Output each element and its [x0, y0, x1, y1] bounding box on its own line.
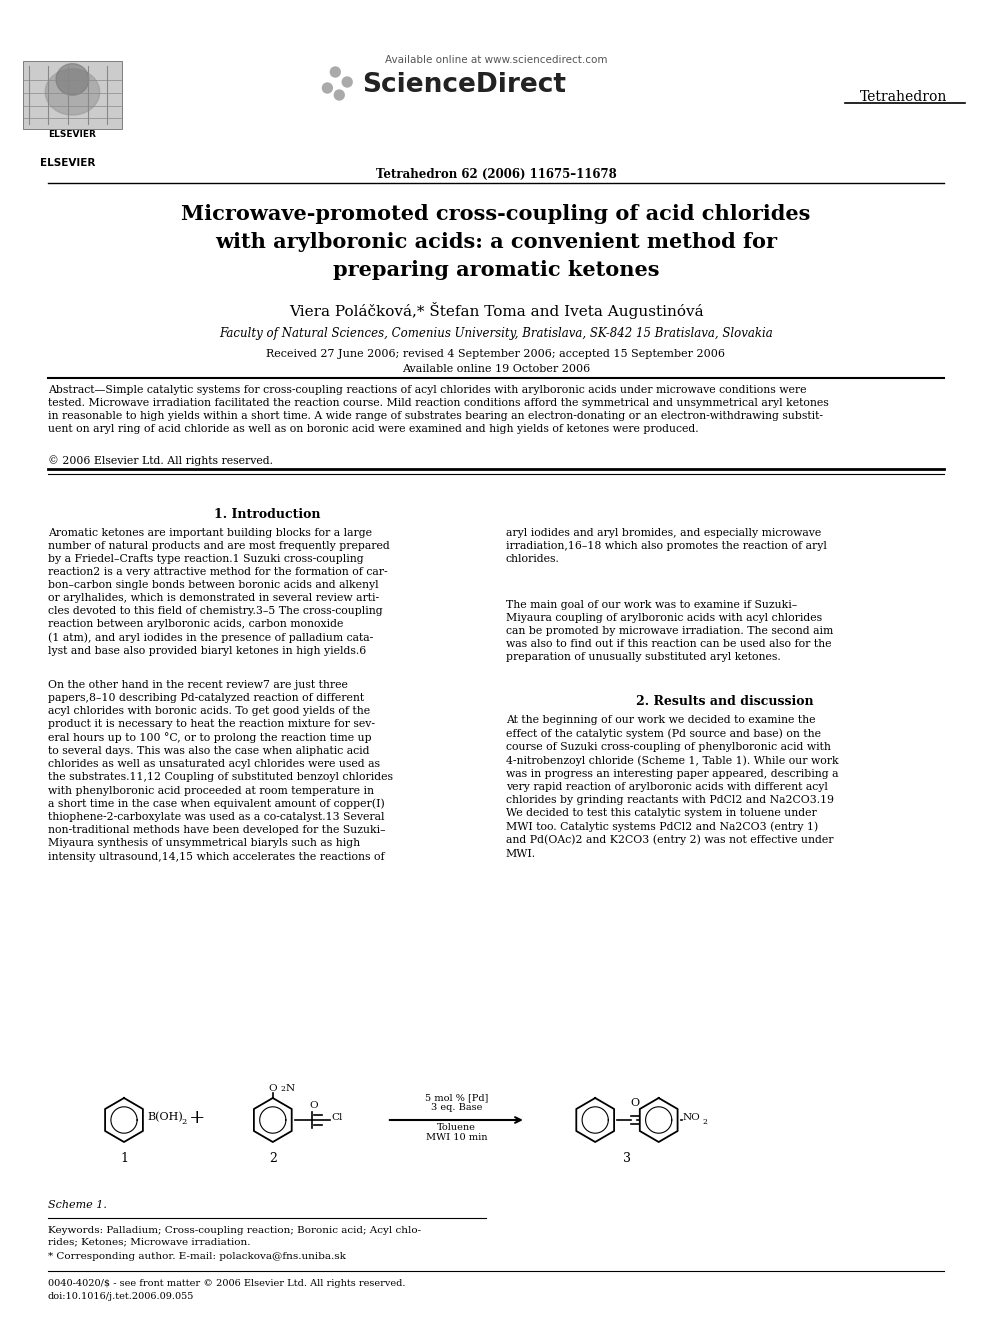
Text: Available online at www.sciencedirect.com: Available online at www.sciencedirect.co…	[385, 56, 607, 65]
Text: 2. Results and discussion: 2. Results and discussion	[636, 695, 814, 708]
Circle shape	[342, 77, 352, 87]
Text: 5 mol % [Pd]: 5 mol % [Pd]	[425, 1093, 488, 1102]
Text: Toluene: Toluene	[436, 1123, 476, 1132]
Text: with arylboronic acids: a convenient method for: with arylboronic acids: a convenient met…	[215, 232, 777, 251]
Text: O: O	[630, 1098, 640, 1107]
Text: Tetrahedron: Tetrahedron	[860, 90, 947, 105]
Text: 2: 2	[269, 1152, 277, 1166]
Text: At the beginning of our work we decided to examine the
effect of the catalytic s: At the beginning of our work we decided …	[506, 714, 838, 859]
Text: preparing aromatic ketones: preparing aromatic ketones	[332, 261, 660, 280]
Text: 2: 2	[182, 1118, 186, 1126]
Bar	[23, 61, 122, 128]
Text: O: O	[269, 1084, 277, 1093]
Text: ELSEVIER: ELSEVIER	[49, 130, 96, 139]
Circle shape	[334, 90, 344, 101]
Polygon shape	[46, 69, 99, 115]
Text: NO: NO	[682, 1113, 700, 1122]
Text: © 2006 Elsevier Ltd. All rights reserved.: © 2006 Elsevier Ltd. All rights reserved…	[48, 455, 273, 466]
Text: MWI 10 min: MWI 10 min	[426, 1132, 487, 1142]
Text: Cl: Cl	[331, 1113, 342, 1122]
Text: * Corresponding author. E-mail: polackova@fns.uniba.sk: * Corresponding author. E-mail: polackov…	[48, 1252, 345, 1261]
Polygon shape	[57, 64, 89, 95]
Text: Available online 19 October 2006: Available online 19 October 2006	[402, 364, 590, 374]
Text: Scheme 1.: Scheme 1.	[48, 1200, 106, 1211]
Text: On the other hand in the recent review7 are just three
papers,8–10 describing Pd: On the other hand in the recent review7 …	[48, 680, 393, 861]
Text: Tetrahedron 62 (2006) 11675–11678: Tetrahedron 62 (2006) 11675–11678	[376, 168, 616, 181]
Text: 1: 1	[120, 1152, 128, 1166]
Text: 3: 3	[623, 1152, 631, 1166]
Text: aryl iodides and aryl bromides, and especially microwave
irradiation,16–18 which: aryl iodides and aryl bromides, and espe…	[506, 528, 826, 564]
Text: Aromatic ketones are important building blocks for a large
number of natural pro: Aromatic ketones are important building …	[48, 528, 390, 656]
Text: N: N	[286, 1084, 295, 1093]
Text: 2: 2	[281, 1085, 286, 1093]
Circle shape	[330, 67, 340, 77]
Text: Microwave-promoted cross-coupling of acid chlorides: Microwave-promoted cross-coupling of aci…	[182, 204, 810, 224]
Text: 3 eq. Base: 3 eq. Base	[431, 1103, 482, 1113]
Text: Keywords: Palladium; Cross-coupling reaction; Boronic acid; Acyl chlo-
rides; Ke: Keywords: Palladium; Cross-coupling reac…	[48, 1226, 421, 1246]
Text: doi:10.1016/j.tet.2006.09.055: doi:10.1016/j.tet.2006.09.055	[48, 1293, 194, 1301]
Text: 1. Introduction: 1. Introduction	[213, 508, 320, 521]
Text: +: +	[189, 1109, 205, 1127]
Text: B(OH): B(OH)	[148, 1111, 184, 1122]
Text: ELSEVIER: ELSEVIER	[41, 157, 95, 168]
Text: Abstract—Simple catalytic systems for cross-coupling reactions of acyl chlorides: Abstract—Simple catalytic systems for cr…	[48, 385, 828, 434]
Text: Received 27 June 2006; revised 4 September 2006; accepted 15 September 2006: Received 27 June 2006; revised 4 Septemb…	[267, 349, 725, 359]
Text: The main goal of our work was to examine if Suzuki–
Miyaura coupling of arylboro: The main goal of our work was to examine…	[506, 601, 833, 662]
Text: O: O	[310, 1101, 317, 1110]
Text: Viera Poláčková,* Štefan Toma and Iveta Augustinóvá: Viera Poláčková,* Štefan Toma and Iveta …	[289, 302, 703, 319]
Circle shape	[322, 83, 332, 93]
Text: Faculty of Natural Sciences, Comenius University, Bratislava, SK-842 15 Bratisla: Faculty of Natural Sciences, Comenius Un…	[219, 327, 773, 340]
Text: 0040-4020/$ - see front matter © 2006 Elsevier Ltd. All rights reserved.: 0040-4020/$ - see front matter © 2006 El…	[48, 1279, 405, 1289]
Text: 2: 2	[702, 1118, 707, 1126]
Text: ScienceDirect: ScienceDirect	[362, 71, 566, 98]
